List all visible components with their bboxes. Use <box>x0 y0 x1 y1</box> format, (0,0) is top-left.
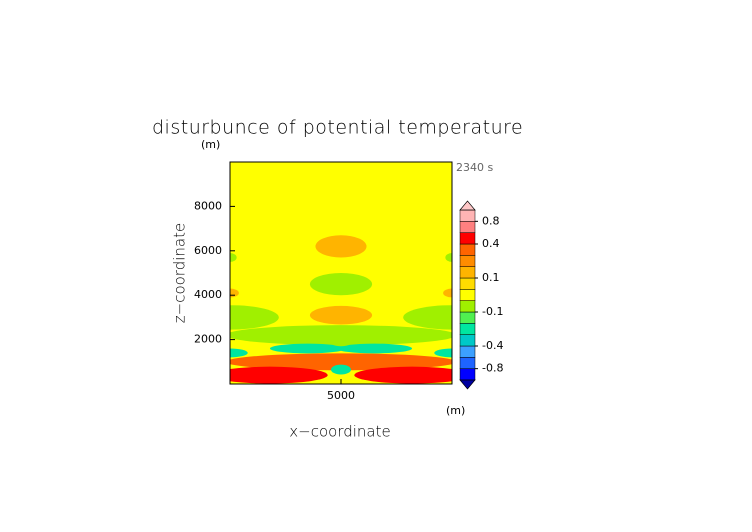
colorbar-segment <box>459 345 476 358</box>
colorbar-segment <box>459 289 476 301</box>
contour-region <box>230 366 328 384</box>
colorbar-segment <box>459 255 476 267</box>
contour-region <box>230 253 237 262</box>
colorbar-over <box>459 200 476 211</box>
contour-region <box>336 343 413 354</box>
contour-region <box>403 305 452 330</box>
colorbar-segment <box>459 311 476 324</box>
colorbar-segment <box>459 323 476 335</box>
contour-region <box>434 348 452 358</box>
colorbar-segment <box>459 300 476 313</box>
x-unit: (m) <box>446 404 465 417</box>
colorbar-segment <box>459 209 476 222</box>
colorbar-segment <box>459 368 476 381</box>
contour-region <box>230 305 279 330</box>
x-tick-label: 5000 <box>327 389 355 402</box>
colorbar-segment <box>459 221 476 233</box>
contour-region <box>443 288 452 298</box>
colorbar-segment <box>459 277 476 290</box>
y-tick-label: 2000 <box>194 333 222 346</box>
contour-region <box>315 235 367 258</box>
colorbar-tick-label: 0.1 <box>482 271 500 284</box>
colorbar-segment <box>459 243 476 256</box>
y-tick-label: 8000 <box>194 199 222 212</box>
colorbar-under <box>459 379 476 390</box>
x-axis-label: x−coordinate <box>289 423 390 441</box>
colorbar-segment <box>459 357 476 369</box>
contour-region <box>230 353 452 371</box>
contour-field <box>230 162 452 384</box>
y-axis-label: z−coordinate <box>171 223 189 323</box>
y-tick-label: 4000 <box>194 288 222 301</box>
y-unit: (m) <box>201 138 220 151</box>
contour-region <box>309 305 373 325</box>
time-label: 2340 s <box>456 161 493 174</box>
y-tick-label: 6000 <box>194 244 222 257</box>
contour-region <box>230 325 452 346</box>
colorbar-tick-label: 0.4 <box>482 237 500 250</box>
contour-region <box>309 273 373 296</box>
contour-region <box>230 348 248 358</box>
colorbar-tick-label: -0.4 <box>482 339 503 352</box>
colorbar-segment <box>459 266 476 279</box>
contour-region <box>269 343 346 354</box>
colorbar-tick-label: -0.8 <box>482 362 503 375</box>
colorbar-segment <box>459 232 476 245</box>
colorbar-tick-label: -0.1 <box>482 305 503 318</box>
colorbar-segment <box>459 334 476 347</box>
colorbar-tick-label: 0.8 <box>482 214 500 227</box>
contour-region <box>329 337 353 347</box>
contour-region <box>445 253 452 262</box>
contour-region <box>331 364 351 375</box>
contour-region <box>354 366 452 384</box>
chart-title: disturbunce of potential temperature <box>152 117 523 139</box>
